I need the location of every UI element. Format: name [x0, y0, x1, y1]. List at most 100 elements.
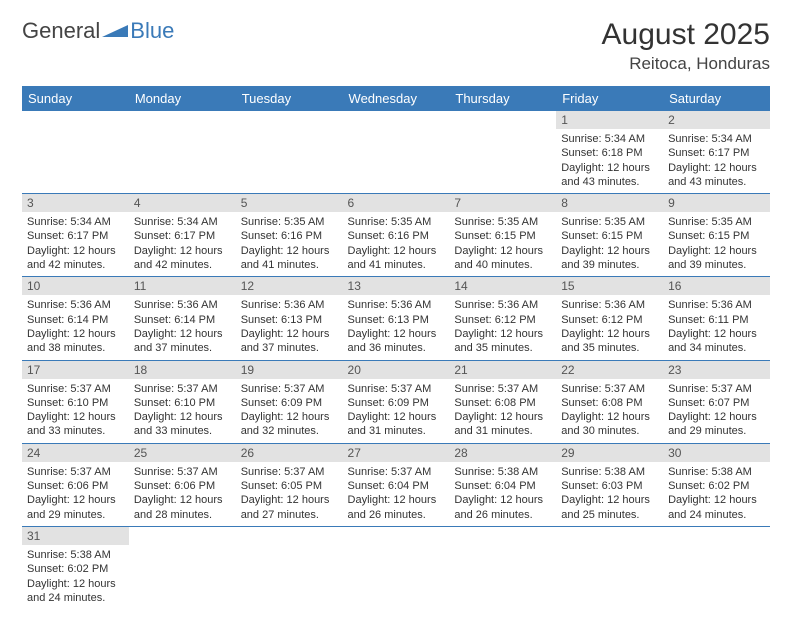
- day-info: Sunrise: 5:37 AMSunset: 6:08 PMDaylight:…: [556, 379, 663, 443]
- calendar-empty-cell: [129, 526, 236, 609]
- daylight-text: and 39 minutes.: [668, 258, 765, 272]
- daylight-text: Daylight: 12 hours: [668, 161, 765, 175]
- daylight-text: and 34 minutes.: [668, 341, 765, 355]
- sunset-text: Sunset: 6:10 PM: [27, 396, 124, 410]
- daylight-text: and 41 minutes.: [348, 258, 445, 272]
- day-info: Sunrise: 5:34 AMSunset: 6:17 PMDaylight:…: [129, 212, 236, 276]
- daylight-text: and 38 minutes.: [27, 341, 124, 355]
- calendar-empty-cell: [236, 111, 343, 194]
- calendar-day-cell: 20Sunrise: 5:37 AMSunset: 6:09 PMDayligh…: [343, 360, 450, 443]
- daylight-text: and 31 minutes.: [454, 424, 551, 438]
- logo-text-1: General: [22, 18, 100, 44]
- sunset-text: Sunset: 6:12 PM: [454, 313, 551, 327]
- sunset-text: Sunset: 6:06 PM: [134, 479, 231, 493]
- sunset-text: Sunset: 6:17 PM: [27, 229, 124, 243]
- calendar-day-cell: 13Sunrise: 5:36 AMSunset: 6:13 PMDayligh…: [343, 277, 450, 360]
- sunrise-text: Sunrise: 5:37 AM: [134, 382, 231, 396]
- daylight-text: Daylight: 12 hours: [561, 327, 658, 341]
- sunset-text: Sunset: 6:02 PM: [668, 479, 765, 493]
- daylight-text: and 30 minutes.: [561, 424, 658, 438]
- daylight-text: Daylight: 12 hours: [668, 493, 765, 507]
- calendar-day-cell: 3Sunrise: 5:34 AMSunset: 6:17 PMDaylight…: [22, 194, 129, 277]
- calendar-day-cell: 29Sunrise: 5:38 AMSunset: 6:03 PMDayligh…: [556, 443, 663, 526]
- day-number: 12: [236, 277, 343, 295]
- daylight-text: Daylight: 12 hours: [241, 327, 338, 341]
- sunset-text: Sunset: 6:04 PM: [454, 479, 551, 493]
- day-info: Sunrise: 5:36 AMSunset: 6:13 PMDaylight:…: [236, 295, 343, 359]
- daylight-text: Daylight: 12 hours: [348, 244, 445, 258]
- day-info: Sunrise: 5:35 AMSunset: 6:16 PMDaylight:…: [236, 212, 343, 276]
- day-info: Sunrise: 5:36 AMSunset: 6:13 PMDaylight:…: [343, 295, 450, 359]
- daylight-text: Daylight: 12 hours: [134, 327, 231, 341]
- daylight-text: and 37 minutes.: [134, 341, 231, 355]
- sunset-text: Sunset: 6:09 PM: [348, 396, 445, 410]
- calendar-day-cell: 30Sunrise: 5:38 AMSunset: 6:02 PMDayligh…: [663, 443, 770, 526]
- day-number: 6: [343, 194, 450, 212]
- daylight-text: Daylight: 12 hours: [27, 244, 124, 258]
- day-info: Sunrise: 5:37 AMSunset: 6:07 PMDaylight:…: [663, 379, 770, 443]
- sunrise-text: Sunrise: 5:37 AM: [134, 465, 231, 479]
- day-number: 9: [663, 194, 770, 212]
- calendar-empty-cell: [663, 526, 770, 609]
- calendar-day-cell: 9Sunrise: 5:35 AMSunset: 6:15 PMDaylight…: [663, 194, 770, 277]
- day-number: 13: [343, 277, 450, 295]
- calendar-day-cell: 12Sunrise: 5:36 AMSunset: 6:13 PMDayligh…: [236, 277, 343, 360]
- calendar-day-cell: 17Sunrise: 5:37 AMSunset: 6:10 PMDayligh…: [22, 360, 129, 443]
- sunset-text: Sunset: 6:03 PM: [561, 479, 658, 493]
- daylight-text: Daylight: 12 hours: [454, 327, 551, 341]
- sunrise-text: Sunrise: 5:35 AM: [668, 215, 765, 229]
- calendar-day-cell: 22Sunrise: 5:37 AMSunset: 6:08 PMDayligh…: [556, 360, 663, 443]
- calendar-empty-cell: [449, 526, 556, 609]
- daylight-text: and 26 minutes.: [348, 508, 445, 522]
- sunset-text: Sunset: 6:06 PM: [27, 479, 124, 493]
- calendar-day-cell: 14Sunrise: 5:36 AMSunset: 6:12 PMDayligh…: [449, 277, 556, 360]
- daylight-text: Daylight: 12 hours: [561, 244, 658, 258]
- sunrise-text: Sunrise: 5:38 AM: [27, 548, 124, 562]
- day-info: Sunrise: 5:38 AMSunset: 6:02 PMDaylight:…: [663, 462, 770, 526]
- calendar-day-cell: 27Sunrise: 5:37 AMSunset: 6:04 PMDayligh…: [343, 443, 450, 526]
- daylight-text: and 24 minutes.: [27, 591, 124, 605]
- sunset-text: Sunset: 6:18 PM: [561, 146, 658, 160]
- sunrise-text: Sunrise: 5:35 AM: [348, 215, 445, 229]
- daylight-text: and 29 minutes.: [668, 424, 765, 438]
- day-info: Sunrise: 5:37 AMSunset: 6:10 PMDaylight:…: [22, 379, 129, 443]
- day-info: Sunrise: 5:38 AMSunset: 6:04 PMDaylight:…: [449, 462, 556, 526]
- daylight-text: and 33 minutes.: [27, 424, 124, 438]
- daylight-text: and 27 minutes.: [241, 508, 338, 522]
- daylight-text: and 29 minutes.: [27, 508, 124, 522]
- daylight-text: and 37 minutes.: [241, 341, 338, 355]
- sunset-text: Sunset: 6:15 PM: [561, 229, 658, 243]
- day-info: Sunrise: 5:38 AMSunset: 6:03 PMDaylight:…: [556, 462, 663, 526]
- sunrise-text: Sunrise: 5:34 AM: [134, 215, 231, 229]
- calendar-day-cell: 21Sunrise: 5:37 AMSunset: 6:08 PMDayligh…: [449, 360, 556, 443]
- day-number: 14: [449, 277, 556, 295]
- sunset-text: Sunset: 6:15 PM: [668, 229, 765, 243]
- day-number: 5: [236, 194, 343, 212]
- calendar-week-row: 17Sunrise: 5:37 AMSunset: 6:10 PMDayligh…: [22, 360, 770, 443]
- daylight-text: and 36 minutes.: [348, 341, 445, 355]
- calendar-day-cell: 6Sunrise: 5:35 AMSunset: 6:16 PMDaylight…: [343, 194, 450, 277]
- sunrise-text: Sunrise: 5:37 AM: [241, 382, 338, 396]
- calendar-day-cell: 23Sunrise: 5:37 AMSunset: 6:07 PMDayligh…: [663, 360, 770, 443]
- calendar-week-row: 31Sunrise: 5:38 AMSunset: 6:02 PMDayligh…: [22, 526, 770, 609]
- sunrise-text: Sunrise: 5:35 AM: [454, 215, 551, 229]
- daylight-text: Daylight: 12 hours: [348, 327, 445, 341]
- sunrise-text: Sunrise: 5:35 AM: [561, 215, 658, 229]
- calendar-day-cell: 19Sunrise: 5:37 AMSunset: 6:09 PMDayligh…: [236, 360, 343, 443]
- calendar-day-cell: 25Sunrise: 5:37 AMSunset: 6:06 PMDayligh…: [129, 443, 236, 526]
- sunrise-text: Sunrise: 5:36 AM: [668, 298, 765, 312]
- day-info: Sunrise: 5:37 AMSunset: 6:09 PMDaylight:…: [236, 379, 343, 443]
- month-title: August 2025: [602, 18, 770, 52]
- location-subtitle: Reitoca, Honduras: [602, 54, 770, 74]
- sunset-text: Sunset: 6:12 PM: [561, 313, 658, 327]
- calendar-empty-cell: [556, 526, 663, 609]
- daylight-text: Daylight: 12 hours: [27, 493, 124, 507]
- sunrise-text: Sunrise: 5:37 AM: [668, 382, 765, 396]
- weekday-header: Thursday: [449, 86, 556, 111]
- day-info: Sunrise: 5:36 AMSunset: 6:12 PMDaylight:…: [449, 295, 556, 359]
- weekday-header: Monday: [129, 86, 236, 111]
- daylight-text: and 40 minutes.: [454, 258, 551, 272]
- day-number: 15: [556, 277, 663, 295]
- daylight-text: Daylight: 12 hours: [561, 493, 658, 507]
- weekday-header: Saturday: [663, 86, 770, 111]
